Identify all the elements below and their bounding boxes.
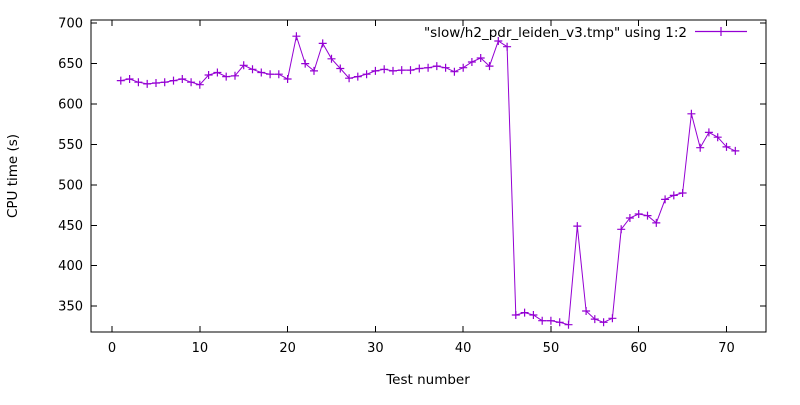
legend-label: "slow/h2_pdr_leiden_v3.tmp" using 1:2 bbox=[424, 25, 687, 41]
plot-border bbox=[90, 19, 767, 333]
x-tick-label: 60 bbox=[630, 341, 647, 356]
y-tick-label: 400 bbox=[58, 259, 83, 274]
y-axis-label: CPU time (s) bbox=[5, 134, 21, 218]
y-tick-label: 450 bbox=[58, 219, 83, 234]
legend-line-sample bbox=[695, 27, 747, 36]
y-tick-label: 700 bbox=[58, 17, 83, 32]
axes-layer: 0 10 20 30 40 50 60 70 350 400 450 500 550 600 650 700 bbox=[58, 17, 767, 356]
x-tick-label: 50 bbox=[543, 341, 560, 356]
x-tick-label: 10 bbox=[192, 341, 209, 356]
y-tick-label: 500 bbox=[58, 178, 83, 193]
x-tick-label: 0 bbox=[108, 341, 116, 356]
x-tick-label: 30 bbox=[367, 341, 384, 356]
data-line bbox=[120, 34, 736, 326]
y-tick-label: 600 bbox=[58, 98, 83, 113]
x-tick-label: 70 bbox=[718, 341, 735, 356]
y-tick-label: 350 bbox=[58, 300, 83, 315]
x-axis-label: Test number bbox=[385, 372, 470, 388]
y-tick-label: 550 bbox=[58, 138, 83, 153]
x-tick-label: 40 bbox=[455, 341, 472, 356]
x-tick-label: 20 bbox=[279, 341, 296, 356]
y-tick-label: 650 bbox=[58, 57, 83, 72]
data-point-markers bbox=[116, 32, 740, 329]
data-series-layer bbox=[116, 32, 740, 329]
